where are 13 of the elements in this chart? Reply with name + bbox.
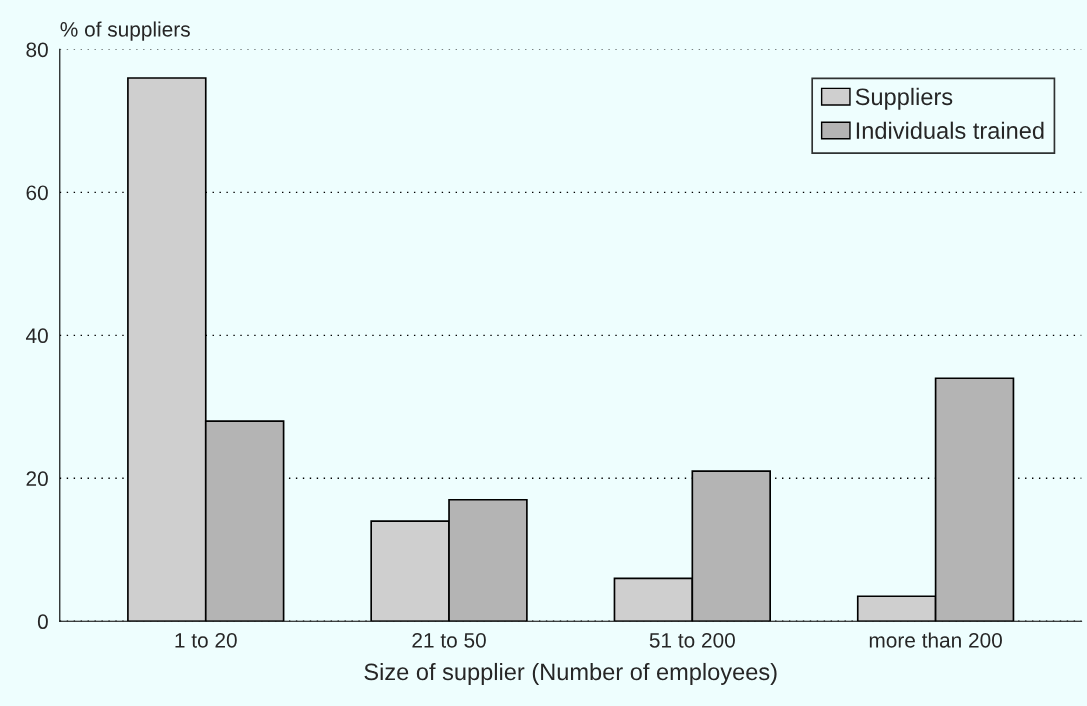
x-tick-label: more than 200: [869, 632, 1002, 648]
y-axis-title: % of suppliers: [60, 21, 190, 41]
y-tick-label: 80: [26, 42, 48, 58]
x-tick-label: 21 to 50: [412, 632, 486, 648]
x-tick-label: 1 to 20: [175, 632, 237, 648]
y-tick-label: 0: [37, 614, 48, 630]
legend-label: Individuals trained: [856, 121, 1044, 139]
y-tick-label: 40: [25, 328, 48, 344]
x-axis-title: Size of supplier (Number of employees): [364, 662, 777, 685]
legend-label: Suppliers: [855, 87, 953, 110]
y-tick-label: 20: [26, 471, 48, 487]
x-tick-label: 51 to 200: [649, 632, 735, 648]
y-tick-label: 60: [26, 185, 48, 201]
